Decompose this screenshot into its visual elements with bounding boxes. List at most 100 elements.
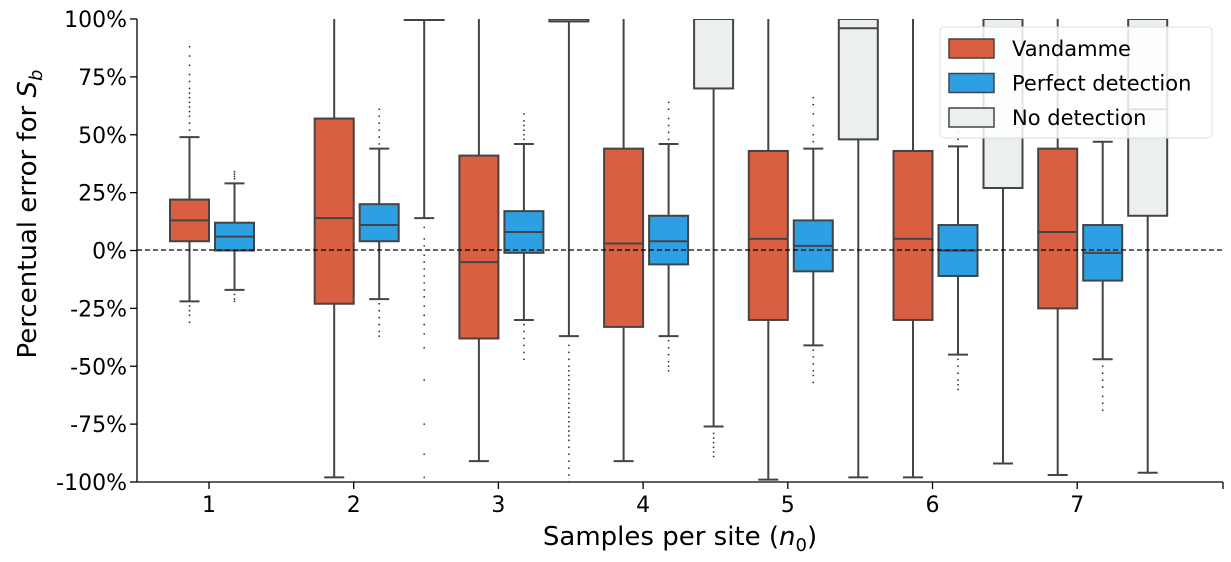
y-tick-label: -25% [70,297,127,322]
y-tick-label: 0% [92,240,127,265]
outlier-point [812,124,815,127]
box-no-detection-5 [837,19,879,479]
outlier-point [188,45,191,48]
box-perfect-detection-4 [648,101,690,372]
outlier-point [423,226,426,229]
box-perfect-detection-2 [358,108,400,338]
outlier-point [523,323,525,326]
outlier-point [568,369,570,372]
outlier-point [233,300,236,303]
outlier-point [378,108,381,111]
y-axis-label-subscript: b [26,70,47,81]
y-tick-label: -100% [56,471,127,496]
outlier-point [188,106,191,108]
legend-label-vandamme: Vandamme [1012,37,1131,61]
outlier-point [523,337,525,340]
y-tick-label: 25% [78,182,127,207]
outlier-point [568,425,570,428]
outlier-point [378,330,381,333]
outlier-point [957,138,959,141]
x-axis-label-n: n [779,522,795,552]
outlier-point [568,388,570,391]
outlier-point [523,138,525,141]
outlier-point [812,356,815,358]
outlier-point [568,474,570,476]
outlier-point [667,138,670,141]
legend-swatch-vandamme [948,38,995,59]
outlier-point [378,122,381,125]
outlier-point [667,124,670,127]
legend-swatch-perfect-detection [948,72,995,94]
legend: Vandamme Perfect detection No detection [939,26,1213,139]
outlier-point [188,92,191,94]
y-tick-label: 100% [64,8,127,33]
outlier-point [712,441,715,444]
box-perfect-detection-1 [214,170,255,303]
outlier-point [423,323,426,326]
outlier-point [423,288,426,291]
outlier-point [523,113,525,115]
outlier-point [188,305,191,307]
outlier-point [188,64,191,67]
outlier-point [523,124,525,127]
outlier-point [233,173,236,176]
box-body [1037,147,1079,310]
outlier-point [1101,409,1104,412]
outlier-point [568,416,570,419]
outlier-point [523,129,525,132]
outlier-point [667,353,670,356]
outlier-point [812,140,815,143]
outlier-point [423,244,426,247]
outlier-point [423,423,426,426]
y-tick-label: 50% [78,124,127,149]
outlier-point [1101,372,1104,375]
outlier-point [568,374,570,377]
box-body [648,214,690,266]
outlier-point [568,358,570,361]
outlier-point [568,365,570,368]
outlier-point [957,383,959,386]
box-body [892,149,934,321]
x-tick-label: 4 [636,493,650,518]
outlier-point [378,143,381,145]
legend-label-perfect-detection: Perfect detection [1012,72,1191,96]
outlier-point [233,177,236,180]
outlier-point [378,115,381,118]
x-tick-label: 1 [202,493,216,518]
outlier-point [667,360,670,363]
outlier-point [423,275,426,277]
box-vandamme-3 [458,19,500,463]
outlier-point [523,133,525,136]
outlier-point [1101,402,1104,405]
outlier-point [712,455,715,458]
legend-frame [939,26,1213,139]
outlier-point [378,316,381,319]
outlier-point [812,369,815,372]
outlier-point [188,101,191,104]
outlier-point [233,170,236,173]
outlier-point [568,430,570,432]
outlier-point [568,434,570,437]
outlier-point [568,397,570,400]
outlier-point [233,293,236,296]
outlier-point [188,110,191,113]
outlier-point [423,379,426,382]
outlier-point [1101,379,1104,382]
box-body [837,19,879,141]
outlier-point [378,335,381,338]
x-axis-label-subscript: 0 [796,535,807,556]
outlier-point [188,80,191,83]
outlier-point [423,238,426,240]
box-body [693,19,735,90]
box-vandamme-5 [747,19,789,481]
outlier-point [423,332,426,335]
box-no-detection-3 [548,19,590,482]
outlier-point [233,175,236,178]
outlier-point [712,446,715,449]
outlier-point [568,439,570,442]
outlier-point [423,305,426,307]
outlier-point [812,349,815,351]
outlier-point [188,96,191,99]
outlier-point [188,115,191,118]
outlier-point [188,122,191,125]
